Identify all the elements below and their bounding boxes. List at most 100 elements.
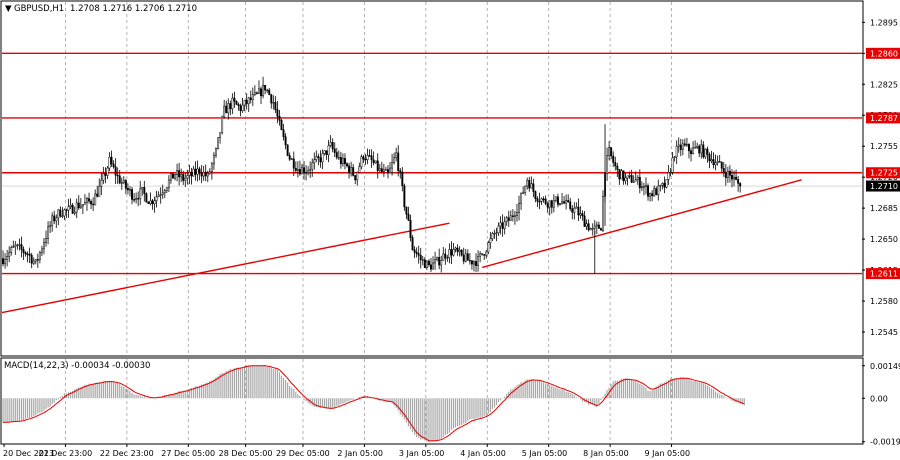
title-arrow[interactable]: ▼ bbox=[5, 4, 12, 14]
candle-body bbox=[421, 259, 424, 261]
candle-body bbox=[55, 217, 58, 222]
candle-body bbox=[231, 97, 234, 110]
candle-body bbox=[161, 192, 164, 195]
candle-body bbox=[720, 161, 723, 169]
candle-body bbox=[571, 208, 574, 213]
candle-body bbox=[202, 171, 205, 177]
candle-body bbox=[585, 223, 588, 227]
candle-body bbox=[522, 192, 525, 194]
candle-body bbox=[180, 174, 183, 178]
candle-body bbox=[174, 174, 176, 179]
candle-body bbox=[642, 186, 645, 188]
candle-body bbox=[137, 198, 140, 200]
level-label: 1.2860 bbox=[870, 49, 898, 58]
candle-body bbox=[194, 168, 197, 175]
candle-body bbox=[712, 159, 715, 166]
candle-body bbox=[196, 168, 199, 175]
candle-body bbox=[636, 177, 639, 180]
candle-body bbox=[427, 260, 430, 266]
candle-body bbox=[251, 94, 254, 101]
candle-body bbox=[739, 183, 742, 187]
candle-body bbox=[319, 157, 322, 163]
candle-body bbox=[198, 168, 201, 174]
candle-body bbox=[6, 256, 9, 260]
candle-body bbox=[88, 198, 90, 202]
candle-body bbox=[98, 185, 101, 197]
candle-body bbox=[45, 238, 47, 243]
candle-body bbox=[255, 92, 258, 94]
candle-body bbox=[442, 253, 445, 261]
candle-body bbox=[69, 204, 72, 207]
candle-body bbox=[466, 253, 469, 261]
candle-body bbox=[634, 179, 637, 182]
candle-body bbox=[475, 261, 477, 266]
candle-body bbox=[12, 246, 15, 248]
candle-body bbox=[387, 169, 389, 174]
candle-body bbox=[81, 204, 84, 207]
candle-body bbox=[597, 224, 600, 229]
candle-body bbox=[593, 225, 596, 229]
candle-body bbox=[423, 259, 426, 268]
candle-body bbox=[565, 200, 568, 204]
candle-body bbox=[184, 177, 187, 181]
candle-body bbox=[247, 97, 250, 105]
candle-body bbox=[528, 180, 531, 189]
candle-body bbox=[223, 105, 226, 118]
candle-body bbox=[632, 180, 635, 183]
candle-body bbox=[178, 170, 181, 178]
candle-body bbox=[688, 144, 690, 152]
candle-body bbox=[450, 249, 453, 256]
candle-body bbox=[124, 180, 127, 189]
candle-body bbox=[264, 84, 267, 91]
level-label-bg bbox=[866, 167, 900, 179]
candle-body bbox=[260, 88, 262, 97]
candle-body bbox=[59, 209, 62, 217]
candle-body bbox=[468, 260, 471, 262]
x-tick-label: 3 Jan 05:00 bbox=[399, 449, 445, 458]
candle-body bbox=[53, 215, 56, 222]
candle-body bbox=[509, 215, 512, 221]
candle-body bbox=[358, 166, 361, 173]
ohlc-header: 1.2708 1.2716 1.2706 1.2710 bbox=[70, 4, 197, 14]
candle-body bbox=[241, 104, 244, 112]
candle-body bbox=[626, 175, 629, 179]
chart-title: ▼ GBPUSD,H1 1.2708 1.2716 1.2706 1.2710 bbox=[5, 4, 197, 14]
candle-body bbox=[675, 145, 678, 158]
candle-body bbox=[36, 259, 39, 261]
current-price-bg bbox=[866, 180, 900, 192]
candle-body bbox=[546, 203, 549, 208]
candle-body bbox=[446, 257, 449, 259]
candle-body bbox=[487, 242, 490, 253]
candle-body bbox=[405, 206, 408, 215]
candle-body bbox=[649, 193, 652, 197]
candle-body bbox=[145, 193, 148, 203]
candle-body bbox=[505, 217, 508, 222]
candle-body bbox=[190, 171, 193, 177]
candle-body bbox=[94, 193, 97, 206]
candle-body bbox=[591, 228, 594, 230]
candle-body bbox=[346, 163, 348, 167]
candle-body bbox=[485, 251, 488, 256]
level-label-bg bbox=[866, 47, 900, 59]
trendline bbox=[481, 179, 802, 269]
candle-body bbox=[366, 155, 369, 161]
horizontal-levels bbox=[2, 52, 862, 275]
candle-body bbox=[90, 201, 93, 205]
candle-body bbox=[473, 261, 475, 265]
candle-body bbox=[368, 155, 371, 157]
candle-body bbox=[651, 193, 654, 197]
candle-body bbox=[735, 176, 738, 180]
candle-body bbox=[616, 165, 619, 170]
candle-body bbox=[40, 248, 43, 253]
candle-body bbox=[440, 260, 443, 266]
candle-body bbox=[305, 172, 308, 174]
candle-body bbox=[272, 102, 275, 104]
candle-body bbox=[444, 253, 447, 259]
macd-tick-label: 0.00149 bbox=[870, 362, 900, 371]
candle-body bbox=[221, 116, 224, 133]
candle-body bbox=[372, 159, 375, 164]
candle-body bbox=[200, 172, 203, 177]
x-tick-label: 5 Jan 05:00 bbox=[522, 449, 568, 458]
candle-body bbox=[186, 175, 189, 179]
